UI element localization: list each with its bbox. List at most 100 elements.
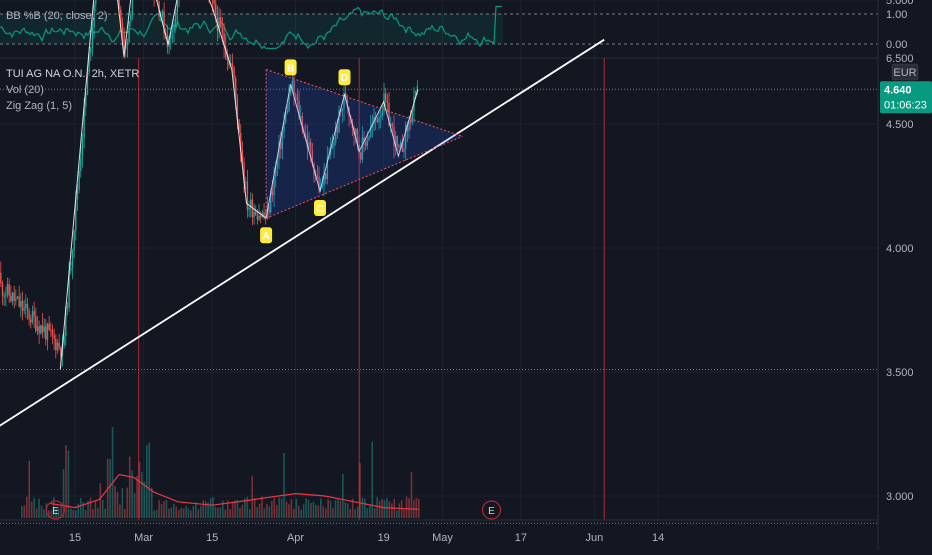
candle-body xyxy=(78,171,79,189)
volume-bar xyxy=(202,500,204,518)
volume-bar xyxy=(308,500,310,518)
volume-bar xyxy=(153,510,155,518)
volume-bar xyxy=(256,507,258,518)
candle-body xyxy=(95,0,96,4)
candle-body xyxy=(247,182,248,210)
volume-bar xyxy=(242,505,244,518)
volume-bar xyxy=(232,502,234,518)
candle-body xyxy=(27,304,28,311)
volume-bar xyxy=(156,510,158,518)
candle-body xyxy=(213,0,214,4)
volume-bar xyxy=(416,498,418,518)
bbpb-title: BB %B (20, close, 2) xyxy=(6,8,108,24)
volume-bar xyxy=(381,499,383,518)
volume-bar xyxy=(158,500,160,518)
pattern-point-label: C xyxy=(316,204,323,215)
volume-bar xyxy=(320,498,322,518)
candle-body xyxy=(172,31,173,32)
volume-bar xyxy=(198,509,200,518)
volume-bar xyxy=(126,488,128,518)
volume-bar xyxy=(335,500,337,518)
candle-body xyxy=(248,208,249,210)
volume-bar xyxy=(26,497,28,518)
volume-bar xyxy=(340,501,342,518)
volume-indicator-label: Vol (20) xyxy=(6,82,139,98)
volume-bar xyxy=(286,501,288,518)
volume-bar xyxy=(411,472,413,518)
volume-bar xyxy=(403,510,405,518)
volume-bar xyxy=(139,462,141,518)
volume-bar xyxy=(24,505,26,518)
volume-bar xyxy=(200,506,202,518)
volume-bar xyxy=(271,501,273,518)
candle-body xyxy=(25,304,26,308)
earnings-marker-label: E xyxy=(52,506,59,517)
volume-bar xyxy=(396,511,398,518)
volume-bar xyxy=(36,508,38,518)
date-axis-tick: Apr xyxy=(287,532,304,544)
volume-bar xyxy=(322,506,324,518)
bbpb-level-label: 0.00 xyxy=(886,39,907,51)
date-axis-tick: Jun xyxy=(586,532,604,544)
volume-bar xyxy=(296,499,298,518)
volume-bar xyxy=(276,505,278,518)
candle-body xyxy=(77,189,78,200)
volume-bar xyxy=(163,501,165,518)
volume-bar xyxy=(205,501,207,518)
candle-body xyxy=(12,293,13,302)
price-axis-tick: 3.500 xyxy=(886,367,914,379)
volume-bar xyxy=(318,506,320,518)
volume-bar xyxy=(369,506,371,518)
volume-bar xyxy=(327,499,329,518)
candle-body xyxy=(0,273,1,284)
volume-bar xyxy=(357,507,359,518)
volume-bar xyxy=(371,442,373,518)
candle-body xyxy=(122,23,123,32)
candle-body xyxy=(222,27,223,33)
volume-bar xyxy=(354,510,356,518)
candle-body xyxy=(42,325,43,332)
volume-bar xyxy=(349,509,351,518)
candle-body xyxy=(233,68,234,79)
volume-bar xyxy=(90,498,92,518)
volume-bar xyxy=(41,506,43,518)
pattern-point-label: A xyxy=(262,231,269,242)
volume-bar xyxy=(418,499,420,518)
volume-bar xyxy=(273,498,275,518)
volume-bar xyxy=(21,506,23,518)
candle-body xyxy=(258,216,259,219)
volume-bar xyxy=(112,427,114,518)
zigzag-indicator-label: Zig Zag (1, 5) xyxy=(6,98,139,114)
volume-bar xyxy=(398,503,400,518)
volume-bar xyxy=(391,503,393,518)
candle-body xyxy=(72,251,73,268)
volume-bar xyxy=(175,507,177,518)
volume-bar xyxy=(347,503,349,518)
price-axis-tick: 5.000 xyxy=(886,0,914,7)
price-axis-tick: 4.000 xyxy=(886,243,914,255)
candle-body xyxy=(17,296,18,298)
volume-bar xyxy=(224,510,226,518)
symbol-title: TUI AG NA O.N., 2h, XETR xyxy=(6,66,139,82)
volume-bar xyxy=(215,507,217,518)
candle-body xyxy=(70,268,71,271)
volume-bar xyxy=(183,508,185,518)
countdown-value: 01:06:23 xyxy=(884,99,927,111)
candle-body xyxy=(263,213,264,216)
volume-bar xyxy=(220,507,222,518)
date-axis-tick: 15 xyxy=(69,532,81,544)
candle-body xyxy=(245,182,246,183)
volume-bar xyxy=(364,499,366,518)
volume-bar xyxy=(254,498,256,518)
candle-body xyxy=(173,27,174,31)
volume-bar xyxy=(185,506,187,518)
candle-body xyxy=(2,283,3,296)
candle-body xyxy=(20,301,21,307)
candle-body xyxy=(32,311,33,322)
candle-body xyxy=(232,63,233,67)
candle-body xyxy=(175,12,176,27)
candle-body xyxy=(28,311,29,320)
volume-bar xyxy=(359,463,361,518)
